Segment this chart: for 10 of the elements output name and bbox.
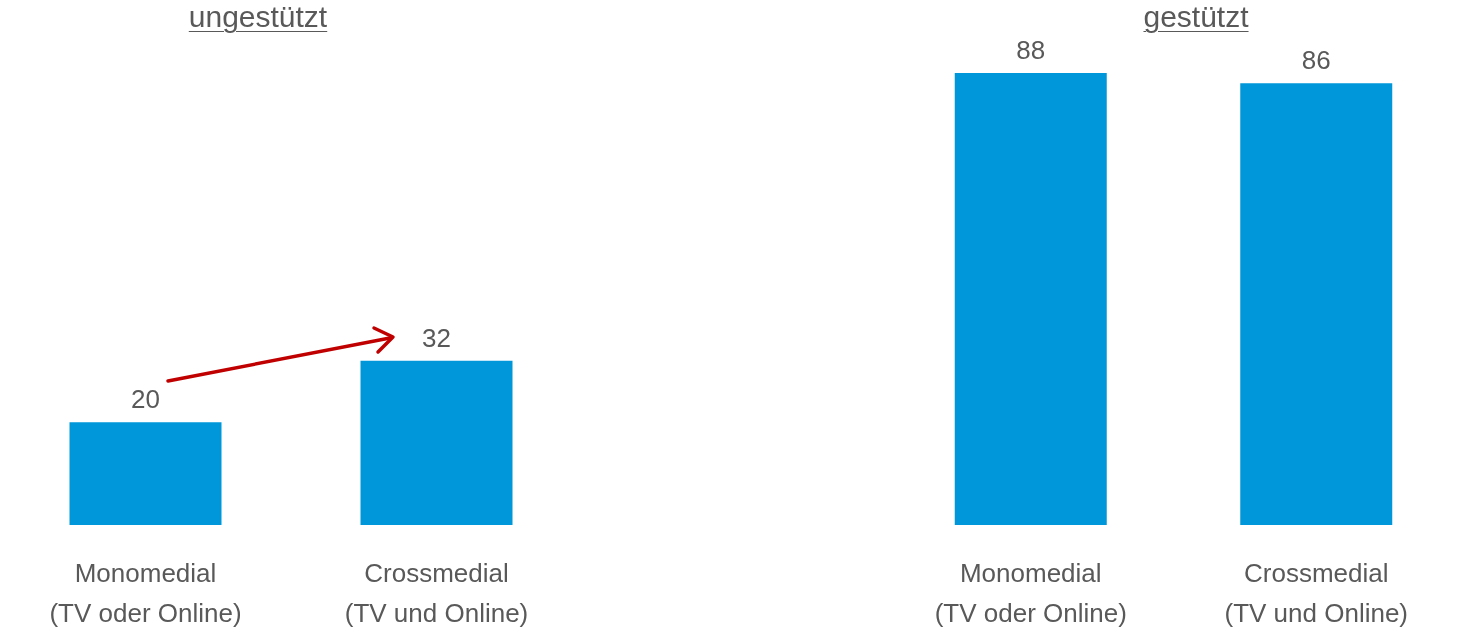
x-tick-label: Monomedial (TV oder Online) bbox=[934, 558, 1127, 628]
x-tick-label: Crossmedial (TV und Online) bbox=[1224, 558, 1409, 628]
data-label: 20 bbox=[131, 384, 160, 415]
x-tick-label: Crossmedial (TV und Online) bbox=[344, 558, 529, 628]
chart-title: gestützt bbox=[1143, 0, 1249, 34]
chart-title: ungestützt bbox=[188, 0, 328, 34]
x-tick-label: Monomedial (TV oder Online) bbox=[49, 558, 242, 628]
data-label: 32 bbox=[422, 322, 451, 353]
data-label: 88 bbox=[1016, 35, 1046, 65]
data-label: 86 bbox=[1301, 45, 1331, 76]
